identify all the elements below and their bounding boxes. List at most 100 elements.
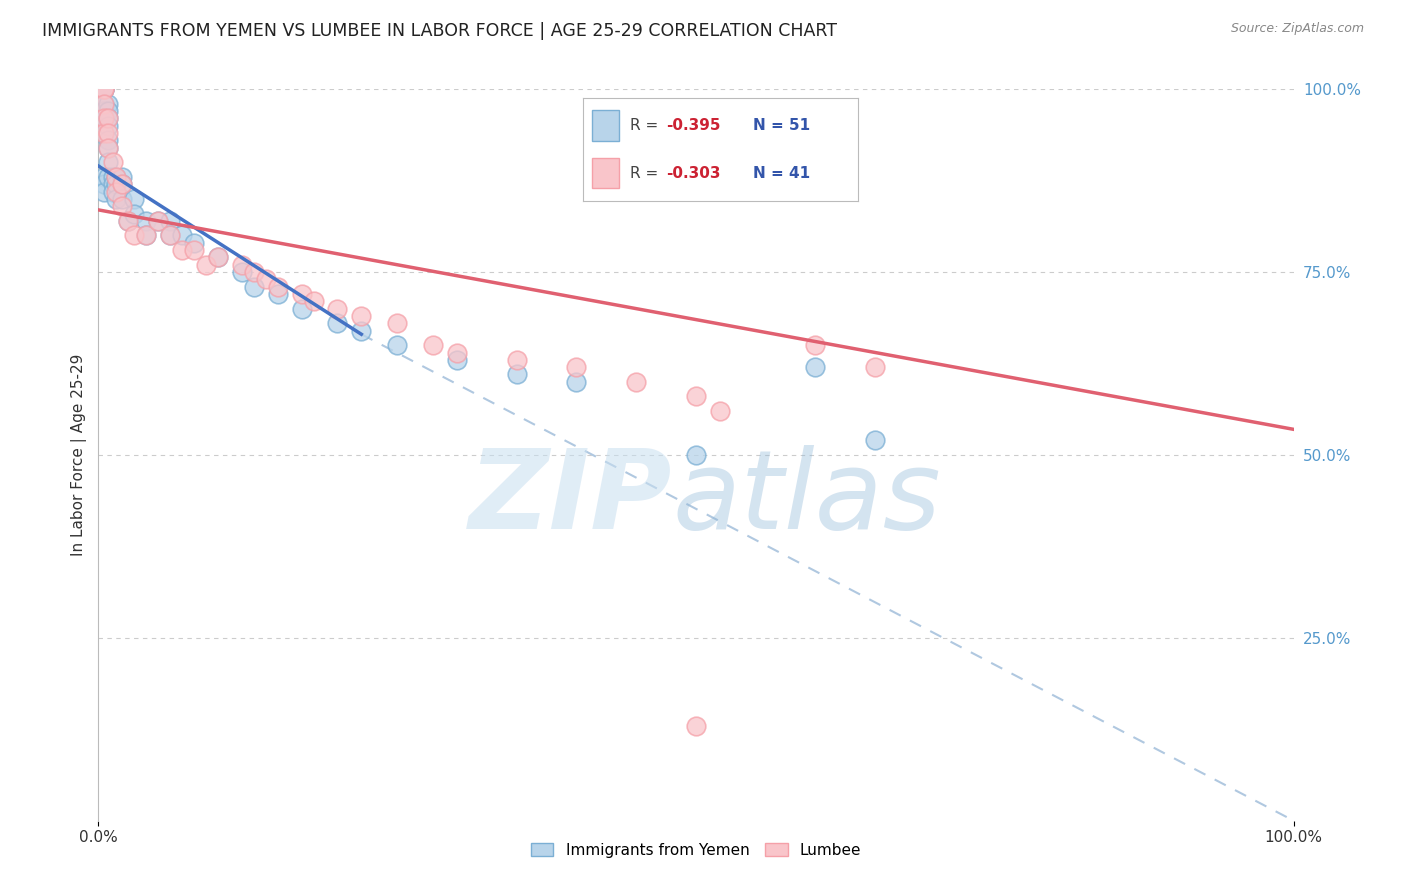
- Point: [159, 228, 181, 243]
- Point: [101, 178, 124, 192]
- Point: [93, 96, 115, 111]
- Point: [148, 214, 170, 228]
- Point: [506, 368, 529, 382]
- Point: [93, 104, 115, 119]
- Point: [97, 126, 120, 140]
- Point: [101, 185, 124, 199]
- Point: [93, 82, 115, 96]
- Point: [326, 301, 349, 316]
- Point: [111, 169, 134, 184]
- Point: [97, 112, 120, 126]
- Point: [93, 82, 115, 96]
- Point: [93, 96, 115, 111]
- Point: [243, 279, 266, 293]
- Point: [97, 169, 120, 184]
- Point: [97, 104, 120, 119]
- Point: [267, 287, 290, 301]
- Point: [385, 316, 409, 330]
- Point: [97, 96, 120, 111]
- Point: [93, 82, 115, 96]
- Point: [93, 104, 115, 119]
- Point: [422, 338, 444, 352]
- Bar: [592, 158, 619, 188]
- Text: N = 51: N = 51: [754, 119, 811, 133]
- Point: [105, 169, 128, 184]
- Point: [117, 214, 139, 228]
- Point: [97, 155, 120, 169]
- Text: atlas: atlas: [672, 445, 941, 552]
- Point: [685, 448, 707, 462]
- Point: [97, 112, 120, 126]
- Point: [111, 199, 134, 213]
- Point: [93, 112, 115, 126]
- Point: [159, 228, 181, 243]
- Point: [183, 243, 205, 257]
- Point: [117, 214, 139, 228]
- Text: IMMIGRANTS FROM YEMEN VS LUMBEE IN LABOR FORCE | AGE 25-29 CORRELATION CHART: IMMIGRANTS FROM YEMEN VS LUMBEE IN LABOR…: [42, 22, 837, 40]
- Point: [105, 185, 128, 199]
- Bar: [592, 111, 619, 141]
- Point: [101, 155, 124, 169]
- Point: [111, 192, 134, 206]
- Point: [385, 338, 409, 352]
- Point: [135, 228, 157, 243]
- Point: [685, 718, 707, 732]
- Point: [124, 192, 146, 206]
- Point: [254, 272, 277, 286]
- Point: [207, 251, 229, 265]
- Point: [804, 338, 827, 352]
- Text: N = 41: N = 41: [754, 166, 811, 180]
- Point: [93, 126, 115, 140]
- Point: [804, 360, 827, 375]
- Point: [148, 214, 170, 228]
- Point: [105, 169, 128, 184]
- Point: [350, 324, 373, 338]
- Point: [105, 178, 128, 192]
- Point: [93, 169, 115, 184]
- Text: ZIP: ZIP: [468, 445, 672, 552]
- Point: [172, 243, 194, 257]
- Point: [195, 258, 218, 272]
- Legend: Immigrants from Yemen, Lumbee: Immigrants from Yemen, Lumbee: [524, 837, 868, 864]
- Point: [97, 141, 120, 155]
- Text: R =: R =: [630, 119, 664, 133]
- Point: [565, 360, 588, 375]
- Point: [124, 228, 146, 243]
- Point: [124, 206, 146, 220]
- Point: [243, 265, 266, 279]
- Point: [231, 265, 253, 279]
- Point: [135, 214, 157, 228]
- Point: [105, 192, 128, 206]
- Point: [231, 258, 253, 272]
- Point: [326, 316, 349, 330]
- Point: [97, 141, 120, 155]
- Text: R =: R =: [630, 166, 664, 180]
- Point: [565, 375, 588, 389]
- Point: [135, 228, 157, 243]
- Text: -0.303: -0.303: [666, 166, 720, 180]
- Point: [350, 309, 373, 323]
- Point: [93, 82, 115, 96]
- Point: [446, 345, 468, 359]
- Point: [97, 119, 120, 133]
- Point: [506, 352, 529, 367]
- Point: [93, 178, 115, 192]
- Point: [865, 434, 887, 448]
- Point: [291, 287, 314, 301]
- Point: [207, 251, 229, 265]
- Point: [101, 169, 124, 184]
- Point: [865, 360, 887, 375]
- Point: [302, 294, 325, 309]
- Point: [93, 185, 115, 199]
- Y-axis label: In Labor Force | Age 25-29: In Labor Force | Age 25-29: [72, 354, 87, 556]
- Point: [93, 112, 115, 126]
- Point: [172, 228, 194, 243]
- Point: [183, 235, 205, 250]
- Point: [626, 375, 648, 389]
- Point: [685, 389, 707, 403]
- Point: [291, 301, 314, 316]
- Point: [97, 133, 120, 147]
- Point: [111, 178, 134, 192]
- Point: [93, 82, 115, 96]
- Text: -0.395: -0.395: [666, 119, 720, 133]
